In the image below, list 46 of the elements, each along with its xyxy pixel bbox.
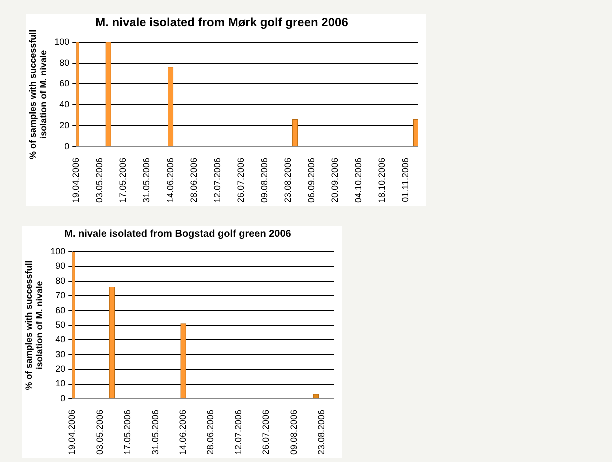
y-tick-label: 60 xyxy=(56,305,66,316)
x-tick-label: 12.07.2006 xyxy=(233,410,244,456)
x-tick-label: 06.09.2006 xyxy=(306,158,317,204)
y-axis-title: % of samples with successfull isolation of M. nivale xyxy=(28,30,49,160)
x-tick-label: 28.06.2006 xyxy=(188,158,199,204)
x-tick-label: 26.07.2006 xyxy=(261,410,272,456)
x-tick-label: 14.06.2006 xyxy=(165,158,176,204)
x-tick-label: 03.05.2006 xyxy=(94,410,105,456)
x-tick-label: 19.04.2006 xyxy=(71,158,82,204)
y-tick-label: 30 xyxy=(56,349,66,360)
y-tick-label: 100 xyxy=(50,246,66,256)
x-tick-label: 23.08.2006 xyxy=(316,410,327,456)
x-tick-label: 03.05.2006 xyxy=(94,158,105,204)
y-tick-label: 20 xyxy=(60,120,70,131)
chart-title: M. nivale isolated from Mørk golf green 2006 xyxy=(96,16,349,30)
x-tick-label: 09.08.2006 xyxy=(259,158,270,204)
y-tick-label: 0 xyxy=(64,141,70,152)
x-tick-label: 31.05.2006 xyxy=(142,158,152,204)
x-tick-label: 04.10.2006 xyxy=(354,158,364,204)
y-tick-label: 10 xyxy=(56,378,66,389)
x-tick-label: 26.07.2006 xyxy=(236,158,246,204)
chart-title: M. nivale isolated from Bogstad golf green 2006 xyxy=(64,228,292,240)
x-tick-label: 19.04.2006 xyxy=(67,410,78,456)
y-tick-label: 100 xyxy=(54,36,70,47)
y-tick-label: 70 xyxy=(56,290,66,301)
y-tick-label: 60 xyxy=(60,78,70,89)
x-tick-label: 31.05.2006 xyxy=(150,410,160,456)
y-tick-label: 40 xyxy=(60,100,70,110)
x-tick-label: 09.08.2006 xyxy=(288,410,299,456)
x-tick-label: 17.05.2006 xyxy=(122,410,133,456)
y-tick-label: 90 xyxy=(56,261,66,272)
x-tick-label: 28.06.2006 xyxy=(206,410,216,456)
x-tick-label: 01.11.2006 xyxy=(400,158,411,202)
x-tick-label: 20.09.2006 xyxy=(330,158,340,204)
y-tick-label: 0 xyxy=(60,393,66,404)
y-tick-label: 50 xyxy=(56,320,66,330)
x-tick-label: 17.05.2006 xyxy=(118,158,128,204)
y-tick-label: 80 xyxy=(56,276,66,286)
x-tick-label: 18.10.2006 xyxy=(377,158,388,204)
x-tick-label: 14.06.2006 xyxy=(178,410,188,456)
x-tick-label: 23.08.2006 xyxy=(282,158,293,204)
y-tick-label: 80 xyxy=(60,58,70,68)
x-tick-label: 12.07.2006 xyxy=(212,158,222,204)
y-tick-label: 20 xyxy=(56,364,66,374)
y-axis-title: % of samples with successfull isolation of M. nivale xyxy=(24,260,45,390)
y-tick-label: 40 xyxy=(56,334,66,345)
